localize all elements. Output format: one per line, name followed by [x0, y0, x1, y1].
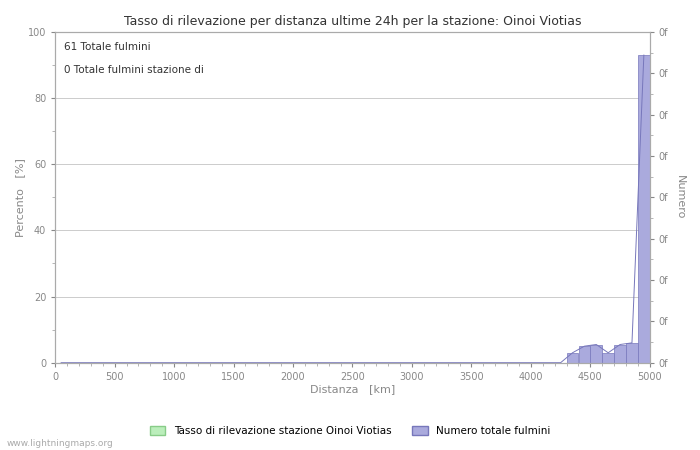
Text: www.lightningmaps.org: www.lightningmaps.org [7, 439, 113, 448]
Bar [638, 55, 650, 363]
Bar [603, 353, 614, 363]
Bar [567, 353, 578, 363]
Bar [591, 345, 602, 363]
Bar [626, 343, 638, 363]
Title: Tasso di rilevazione per distanza ultime 24h per la stazione: Oinoi Viotias: Tasso di rilevazione per distanza ultime… [124, 15, 581, 28]
Y-axis label: Percento   [%]: Percento [%] [15, 158, 25, 237]
Bar [579, 346, 590, 363]
X-axis label: Distanza   [km]: Distanza [km] [310, 384, 395, 395]
Y-axis label: Numero: Numero [675, 175, 685, 220]
Text: 61 Totale fulmini: 61 Totale fulmini [64, 42, 150, 52]
Text: 0 Totale fulmini stazione di: 0 Totale fulmini stazione di [64, 65, 204, 75]
Bar [614, 345, 626, 363]
Legend: Tasso di rilevazione stazione Oinoi Viotias, Numero totale fulmini: Tasso di rilevazione stazione Oinoi Viot… [146, 422, 554, 440]
